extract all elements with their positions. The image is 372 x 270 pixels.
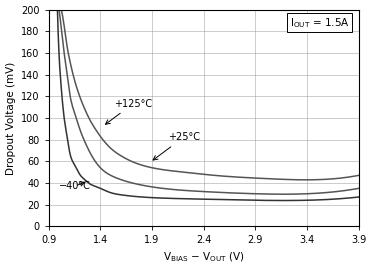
Text: −40°C: −40°C (59, 181, 91, 191)
Text: +125°C: +125°C (106, 99, 152, 124)
Text: I$_{\mathregular{OUT}}$ = 1.5A: I$_{\mathregular{OUT}}$ = 1.5A (290, 16, 350, 30)
X-axis label: V$_{\mathregular{BIAS}}$ − V$_{\mathregular{OUT}}$ (V): V$_{\mathregular{BIAS}}$ − V$_{\mathregu… (163, 251, 245, 264)
Text: +25°C: +25°C (153, 132, 199, 160)
Y-axis label: Dropout Voltage (mV): Dropout Voltage (mV) (6, 61, 16, 174)
